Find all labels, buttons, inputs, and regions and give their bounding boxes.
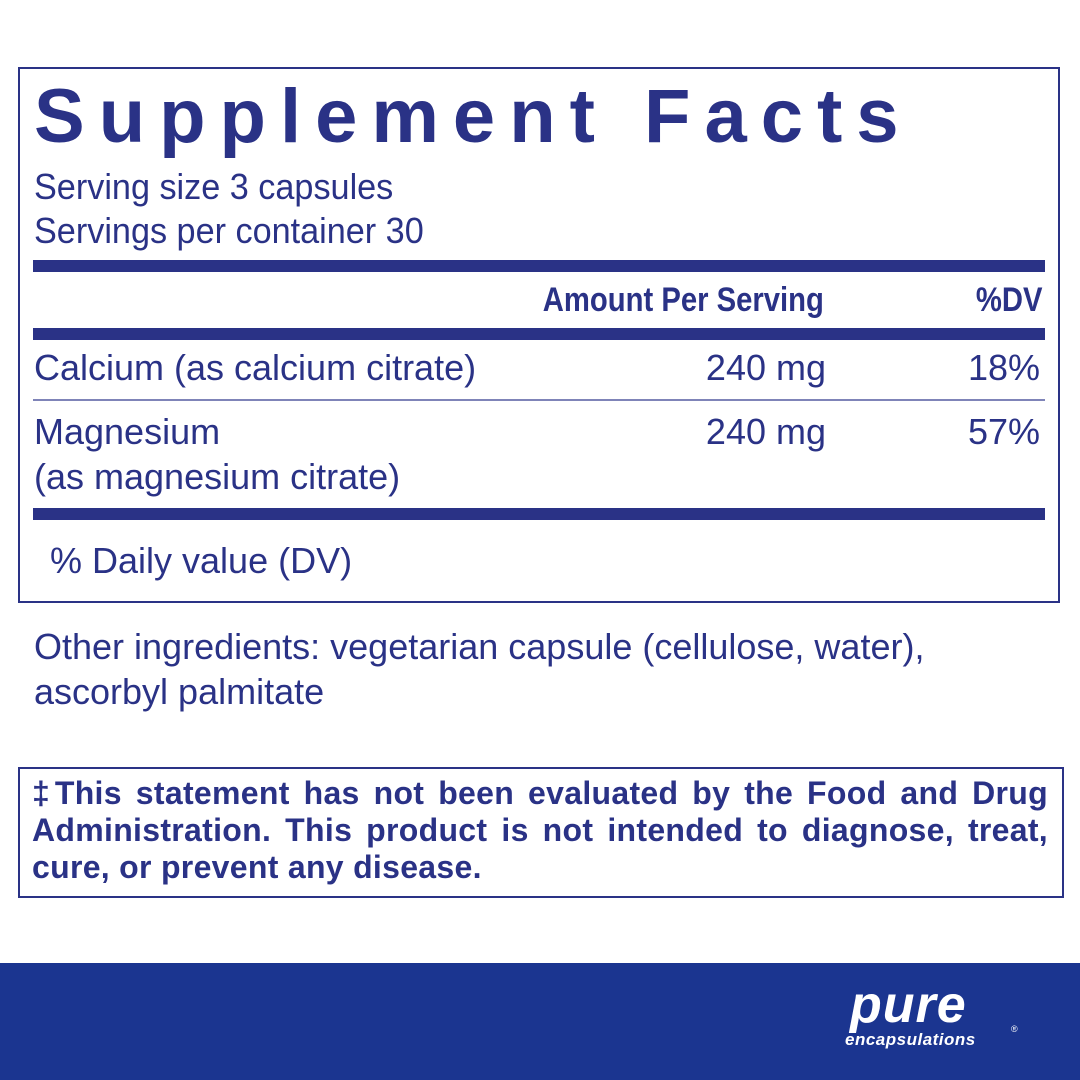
- nutrient-name-line2: (as magnesium citrate): [34, 456, 401, 497]
- disclaimer-box: [18, 767, 1064, 898]
- divider-thick: [33, 328, 1045, 340]
- header-dv: %DV: [975, 281, 1042, 319]
- serving-size: Serving size 3 capsules: [34, 166, 394, 207]
- nutrient-dv: 57%: [967, 411, 1040, 452]
- divider-thick: [33, 508, 1045, 520]
- brand-logo-subname: encapsulations: [845, 1030, 976, 1049]
- registered-mark: ®: [1011, 1024, 1018, 1034]
- divider-thin: [33, 399, 1045, 401]
- nutrient-amount: 240 mg: [705, 347, 826, 388]
- nutrient-name: Calcium (as calcium citrate): [34, 347, 477, 388]
- other-ingredients: Other ingredients: vegetarian capsule (c…: [34, 626, 925, 712]
- header-amount: Amount Per Serving: [542, 281, 824, 319]
- brand-banner: [0, 963, 1080, 1080]
- fda-disclaimer: ‡This statement has not been evaluated b…: [32, 775, 1048, 885]
- nutrient-dv: 18%: [967, 347, 1040, 388]
- divider-thick: [33, 260, 1045, 272]
- nutrient-name: Magnesium: [34, 411, 221, 452]
- supplement-facts-panel: [18, 67, 1060, 603]
- nutrient-amount: 240 mg: [705, 411, 826, 452]
- panel-title: Supplement Facts: [34, 74, 913, 159]
- servings-per-container: Servings per container 30: [34, 210, 424, 251]
- brand-logo: pure: [850, 976, 967, 1034]
- dv-footnote: % Daily value (DV): [50, 540, 353, 581]
